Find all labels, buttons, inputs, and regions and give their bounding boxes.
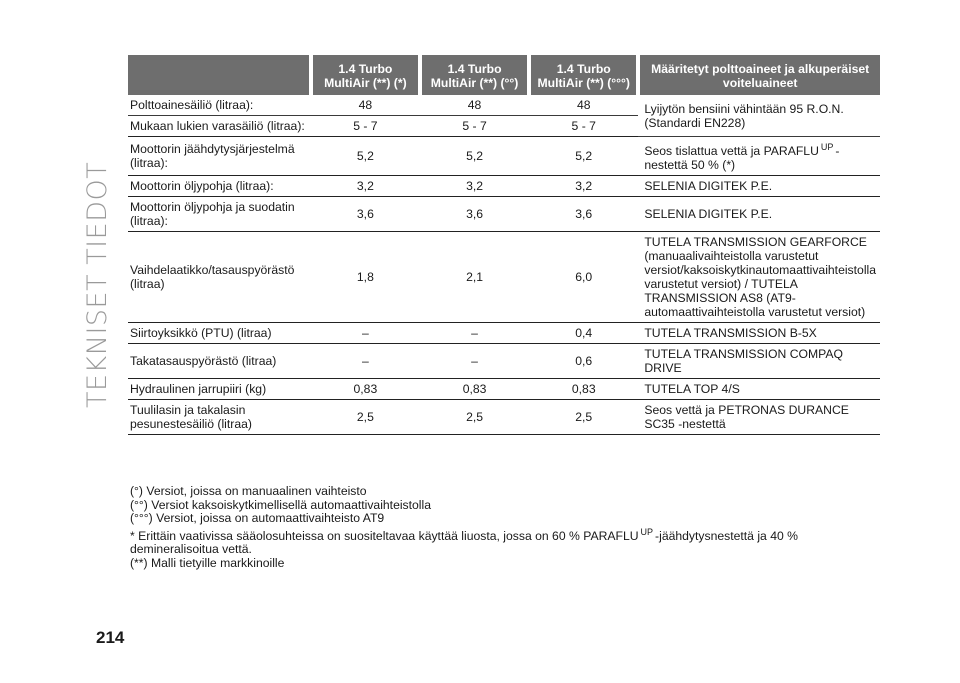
fluid-spec: TUTELA TOP 4/S: [638, 378, 880, 401]
footnote-text: -jäähdytysnestettä ja 40 % demineralisoi…: [130, 528, 798, 557]
table-row: Vaihdelaatikko/tasauspyörästö (litraa) 1…: [128, 231, 880, 324]
value-engine-3: 0,83: [529, 378, 639, 401]
fluid-spec: TUTELA TRANSMISSION GEARFORCE (manuaaliv…: [638, 231, 880, 324]
value-engine-2: 0,83: [419, 378, 530, 401]
fluid-spec: TUTELA TRANSMISSION COMPAQ DRIVE: [638, 343, 880, 380]
table-row: Hydraulinen jarrupiiri (kg) 0,83 0,83 0,…: [128, 378, 880, 401]
footnote-text: * Erittäin vaativissa sääolosuhteissa on…: [130, 528, 639, 543]
value-engine-1: –: [310, 343, 420, 380]
value-engine-2: 5,2: [419, 136, 530, 177]
section-title-vertical: TEKNISET TIEDOT: [82, 162, 113, 408]
footnote-superscript: UP: [640, 526, 654, 537]
header-label-col: [128, 55, 313, 95]
fluid-spec: Seos vettä ja PETRONAS DURANCE SC35 -nes…: [638, 399, 880, 436]
row-label: Hydraulinen jarrupiiri (kg): [128, 378, 311, 401]
footnote: * Erittäin vaativissa sääolosuhteissa on…: [130, 526, 880, 557]
table-row: Takatasauspyörästö (litraa) – – 0,6 TUTE…: [128, 343, 880, 380]
value-engine-2: 2,1: [419, 231, 530, 324]
value-engine-3: 0,6: [529, 343, 639, 380]
value-engine-2: –: [419, 322, 530, 345]
value-engine-1: 3,2: [310, 175, 420, 198]
fluid-spec-text: -nestettä 50 % (*): [644, 144, 840, 173]
value-engine-3: 48: [529, 95, 639, 116]
value-engine-3: 6,0: [529, 231, 639, 324]
row-label: Moottorin öljypohja (litraa):: [128, 175, 311, 198]
footnote: (°°) Versiot kaksoiskytkimellisellä auto…: [130, 497, 432, 512]
value-engine-1: 3,6: [310, 196, 420, 233]
fluid-spec: TUTELA TRANSMISSION B-5X: [638, 322, 880, 345]
fluid-spec-superscript: UP: [820, 142, 834, 152]
value-engine-3: 2,5: [529, 399, 639, 436]
value-engine-2: 5 - 7: [419, 115, 530, 137]
footnotes: (°) Versiot, joissa on manuaalinen vaiht…: [130, 484, 880, 570]
value-engine-1: 5,2: [310, 136, 420, 177]
value-engine-1: 2,5: [310, 399, 420, 436]
value-engine-3: 5 - 7: [529, 115, 639, 137]
table-row: Moottorin öljypohja (litraa): 3,2 3,2 3,…: [128, 175, 880, 198]
value-engine-1: 48: [310, 95, 420, 116]
header-engine-2: 1.4 Turbo MultiAir (**) (°°): [419, 55, 532, 95]
fluid-spec: SELENIA DIGITEK P.E.: [638, 196, 880, 233]
fluids-table: 1.4 Turbo MultiAir (**) (*) 1.4 Turbo Mu…: [128, 55, 880, 436]
value-engine-1: –: [310, 322, 420, 345]
value-engine-2: 2,5: [419, 399, 530, 436]
row-label: Moottorin jäähdytysjärjestelmä (litraa):: [128, 136, 311, 177]
header-engine-1: 1.4 Turbo MultiAir (**) (*): [310, 55, 422, 95]
footnote: (**) Malli tietyille markkinoille: [130, 555, 285, 570]
footnote: (°°°) Versiot, joissa on automaattivaiht…: [130, 511, 385, 525]
row-label: Siirtoyksikkö (PTU) (litraa): [128, 322, 311, 345]
row-label: Polttoainesäiliö (litraa):: [128, 95, 311, 116]
value-engine-2: –: [419, 343, 530, 380]
fluid-spec: SELENIA DIGITEK P.E.: [638, 175, 880, 198]
footnote: (°) Versiot, joissa on manuaalinen vaiht…: [130, 484, 367, 498]
header-engine-3: 1.4 Turbo MultiAir (**) (°°°): [529, 55, 641, 95]
value-engine-1: 5 - 7: [310, 115, 420, 137]
value-engine-2: 3,6: [419, 196, 530, 233]
row-label: Moottorin öljypohja ja suodatin (litraa)…: [128, 196, 311, 233]
table-row: Tuulilasin ja takalasin pesunestesäiliö …: [128, 399, 880, 436]
value-engine-3: 5,2: [529, 136, 639, 177]
value-engine-3: 3,6: [529, 196, 639, 233]
fluid-spec-text: Seos tislattua vettä ja PARAFLU: [644, 144, 819, 159]
row-label: Tuulilasin ja takalasin pesunestesäiliö …: [128, 399, 311, 436]
value-engine-1: 0,83: [310, 378, 420, 401]
row-label: Vaihdelaatikko/tasauspyörästö (litraa): [128, 231, 311, 324]
row-label: Takatasauspyörästö (litraa): [128, 343, 311, 380]
value-engine-3: 3,2: [529, 175, 639, 198]
table-row: Moottorin jäähdytysjärjestelmä (litraa):…: [128, 136, 880, 177]
section-title-text: TEKNISET TIEDOT: [82, 161, 113, 408]
table-row: Polttoainesäiliö (litraa): 48 48 48 Lyij…: [128, 95, 880, 137]
table-row: Mukaan lukien varasäiliö (litraa): 5 - 7…: [128, 115, 880, 137]
value-engine-2: 48: [419, 95, 530, 116]
value-engine-2: 3,2: [419, 175, 530, 198]
row-label: Mukaan lukien varasäiliö (litraa):: [128, 115, 311, 137]
table-row: Moottorin öljypohja ja suodatin (litraa)…: [128, 196, 880, 233]
fluid-spec: Seos tislattua vettä ja PARAFLU UP -nestet…: [638, 136, 880, 177]
fluid-spec: Lyijytön bensiini vähintään 95 R.O.N. (S…: [638, 95, 880, 137]
header-fluids: Määritetyt polttoaineet ja alkuperäiset …: [638, 55, 880, 95]
table-header-row: 1.4 Turbo MultiAir (**) (*) 1.4 Turbo Mu…: [128, 55, 880, 95]
page-number: 214: [96, 628, 125, 647]
value-engine-1: 1,8: [310, 231, 420, 324]
value-engine-3: 0,4: [529, 322, 639, 345]
table-row: Siirtoyksikkö (PTU) (litraa) – – 0,4 TUT…: [128, 322, 880, 345]
